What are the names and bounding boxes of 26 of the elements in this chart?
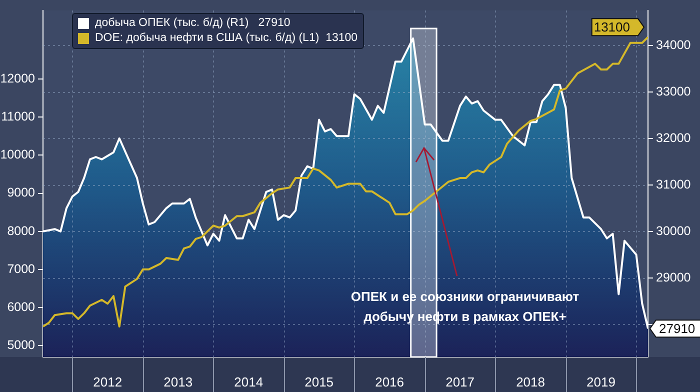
x-tick-label: 2018 [516,374,545,390]
y-tick-label: 12000 [0,71,36,86]
x-tick-label: 2019 [586,374,616,390]
y2-tick-label: 32000 [656,130,691,145]
y-tick-label: 8000 [7,224,36,238]
x-tick-label: 2015 [304,374,334,390]
x-tick-label: 2014 [234,374,264,390]
y2-tick-label: 30000 [656,224,691,238]
y-tick-label: 10000 [0,148,36,162]
y-tick-label: 9000 [7,186,36,200]
y-tick-label: 6000 [7,300,36,314]
legend-label: добыча ОПЕК (тыс. б/д) (R1) 27910 [95,16,290,31]
x-tick-label: 2016 [375,374,404,390]
y-tick-label: 7000 [7,262,36,276]
x-tick-label: 2013 [164,374,193,390]
legend-label: DOE: добыча нефти в США (тыс. б/д) (L1) 13100 [95,31,358,46]
x-tick-label: 2012 [93,374,122,390]
x-tick-label: 2017 [446,374,474,390]
y2-tick-label: 34000 [656,38,691,52]
data-label: 13100 [594,20,630,35]
y-tick-label: 11000 [1,110,36,124]
y2-tick-label: 33000 [656,84,691,98]
y2-tick-label: 29000 [656,270,691,284]
y2-tick-label: 31000 [656,177,691,192]
data-label: 27910 [659,321,696,336]
y-tick-label: 5000 [7,338,36,352]
